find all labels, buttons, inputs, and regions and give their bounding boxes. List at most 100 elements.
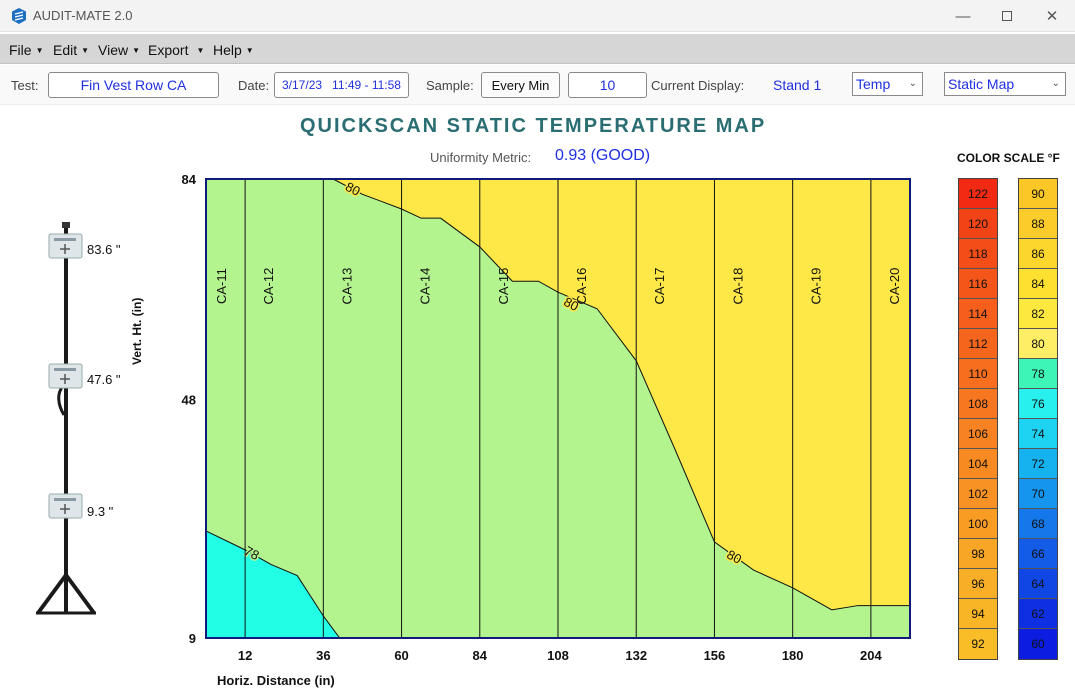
color-scale-cell-68: 68 [1019, 509, 1057, 539]
sensor-height-middle: 47.6 " [87, 372, 121, 387]
menu-edit-label: Edit [53, 42, 78, 58]
color-scale-cell-76: 76 [1019, 389, 1057, 419]
column-label: CA-19 [809, 268, 824, 305]
sample-count-field[interactable]: 10 [568, 72, 647, 98]
mode-select[interactable]: Static Map ⌄ [944, 72, 1066, 96]
maximize-icon [1002, 11, 1012, 21]
x-tick-label: 132 [625, 648, 647, 663]
color-scale-cell-110: 110 [959, 359, 997, 389]
sensor-height-bottom: 9.3 " [87, 504, 114, 519]
close-icon: ✕ [1045, 8, 1059, 25]
y-axis-label: Vert. Ht. (in) [130, 297, 144, 365]
color-scale-cell-74: 74 [1019, 419, 1057, 449]
window-title: AUDIT-MATE 2.0 [33, 8, 133, 23]
menu-export[interactable]: Export ▼ [148, 42, 204, 58]
color-scale-cell-96: 96 [959, 569, 997, 599]
y-tick-label: 9 [189, 631, 196, 646]
x-tick-label: 36 [316, 648, 330, 663]
column-label: CA-17 [652, 268, 667, 305]
measure-select[interactable]: Temp ⌄ [852, 72, 923, 96]
measure-select-value: Temp [856, 76, 891, 92]
menu-view[interactable]: View ▼ [98, 42, 140, 58]
app-logo-icon [12, 8, 26, 24]
color-scale-cell-78: 78 [1019, 359, 1057, 389]
test-name-field[interactable]: Fin Vest Row CA [48, 72, 219, 98]
test-label: Test: [11, 78, 39, 93]
color-scale-cell-60: 60 [1019, 629, 1057, 659]
maximize-button[interactable] [984, 0, 1030, 32]
chevron-down-icon: ▼ [132, 46, 141, 55]
color-scale-cell-88: 88 [1019, 209, 1057, 239]
y-tick-label: 84 [182, 172, 197, 187]
color-scale-high: 122 120 118 116 114 112 110 108 106 104 102 100 98 96… [958, 178, 998, 660]
date-field[interactable]: 3/17/23 11:49 - 11:58 [274, 72, 409, 98]
x-tick-label: 12 [238, 648, 252, 663]
menu-edit[interactable]: Edit ▼ [53, 42, 89, 58]
chevron-down-icon: ▼ [81, 46, 90, 55]
color-scale-cell-120: 120 [959, 209, 997, 239]
color-scale-cell-92: 92 [959, 629, 997, 659]
chevron-down-icon: ⌄ [1051, 78, 1060, 89]
minimize-button[interactable]: — [940, 0, 986, 32]
column-label: CA-12 [261, 268, 276, 305]
plot-border [205, 178, 911, 639]
color-scale-cell-82: 82 [1019, 299, 1057, 329]
column-label: CA-16 [574, 268, 589, 305]
sample-label: Sample: [426, 78, 474, 93]
menu-help[interactable]: Help ▼ [213, 42, 254, 58]
color-scale-cell-114: 114 [959, 299, 997, 329]
menu-file[interactable]: File ▼ [9, 42, 43, 58]
sample-interval-button[interactable]: Every Min [481, 72, 560, 98]
color-scale-cell-102: 102 [959, 479, 997, 509]
color-scale-cell-106: 106 [959, 419, 997, 449]
color-scale-cell-104: 104 [959, 449, 997, 479]
color-scale-cell-122: 122 [959, 179, 997, 209]
column-label: CA-15 [496, 268, 511, 305]
menu-help-label: Help [213, 42, 242, 58]
contour-line-80 [332, 178, 910, 611]
chevron-down-icon: ▼ [35, 46, 44, 55]
color-scale-cell-72: 72 [1019, 449, 1057, 479]
color-scale-cell-108: 108 [959, 389, 997, 419]
x-tick-label: 180 [782, 648, 804, 663]
color-scale-cell-84: 84 [1019, 269, 1057, 299]
current-display-label: Current Display: [651, 78, 745, 93]
color-scale-cell-86: 86 [1019, 239, 1057, 269]
minimize-icon: — [955, 7, 971, 25]
color-scale-cell-116: 116 [959, 269, 997, 299]
title-bar: AUDIT-MATE 2.0 — ✕ [0, 0, 1075, 32]
color-scale-low: 90 88 86 84 82 80 78 76 74 72 70 68 66 64 62 60 [1018, 178, 1058, 660]
color-scale-title: COLOR SCALE °F [957, 151, 1060, 165]
x-tick-label: 204 [860, 648, 882, 663]
color-scale-cell-98: 98 [959, 539, 997, 569]
current-display-value: Stand 1 [773, 77, 822, 93]
sensor-stand-illustration [36, 222, 96, 615]
x-axis-label: Horiz. Distance (in) [217, 673, 335, 688]
color-scale-cell-90: 90 [1019, 179, 1057, 209]
sensor-unit-icon [48, 363, 83, 389]
chevron-down-icon: ⌄ [908, 78, 917, 89]
contour-line-78 [205, 530, 341, 639]
color-scale-cell-94: 94 [959, 599, 997, 629]
uniformity-value: 0.93 (GOOD) [555, 147, 651, 164]
x-tick-label: 108 [547, 648, 569, 663]
sensor-unit-icon [48, 233, 83, 259]
region-76-78 [206, 530, 340, 638]
x-tick-label: 60 [394, 648, 408, 663]
x-tick-label: 84 [473, 648, 488, 663]
menu-view-label: View [98, 42, 129, 58]
chevron-down-icon: ▼ [245, 46, 254, 55]
menu-bar: File ▼ Edit ▼ View ▼ Export ▼ Help ▼ [0, 34, 1075, 64]
color-scale-cell-70: 70 [1019, 479, 1057, 509]
close-button[interactable]: ✕ [1029, 0, 1075, 32]
color-scale-cell-100: 100 [959, 509, 997, 539]
x-tick-label: 156 [704, 648, 726, 663]
uniformity-label: Uniformity Metric: [430, 150, 532, 165]
sensor-height-top: 83.6 " [87, 242, 121, 257]
column-label: CA-20 [887, 268, 902, 305]
toolbar: Test: Fin Vest Row CA Date: 3/17/23 11:4… [0, 65, 1075, 105]
color-scale-cell-118: 118 [959, 239, 997, 269]
column-label: CA-18 [730, 268, 745, 305]
date-label: Date: [238, 78, 270, 93]
